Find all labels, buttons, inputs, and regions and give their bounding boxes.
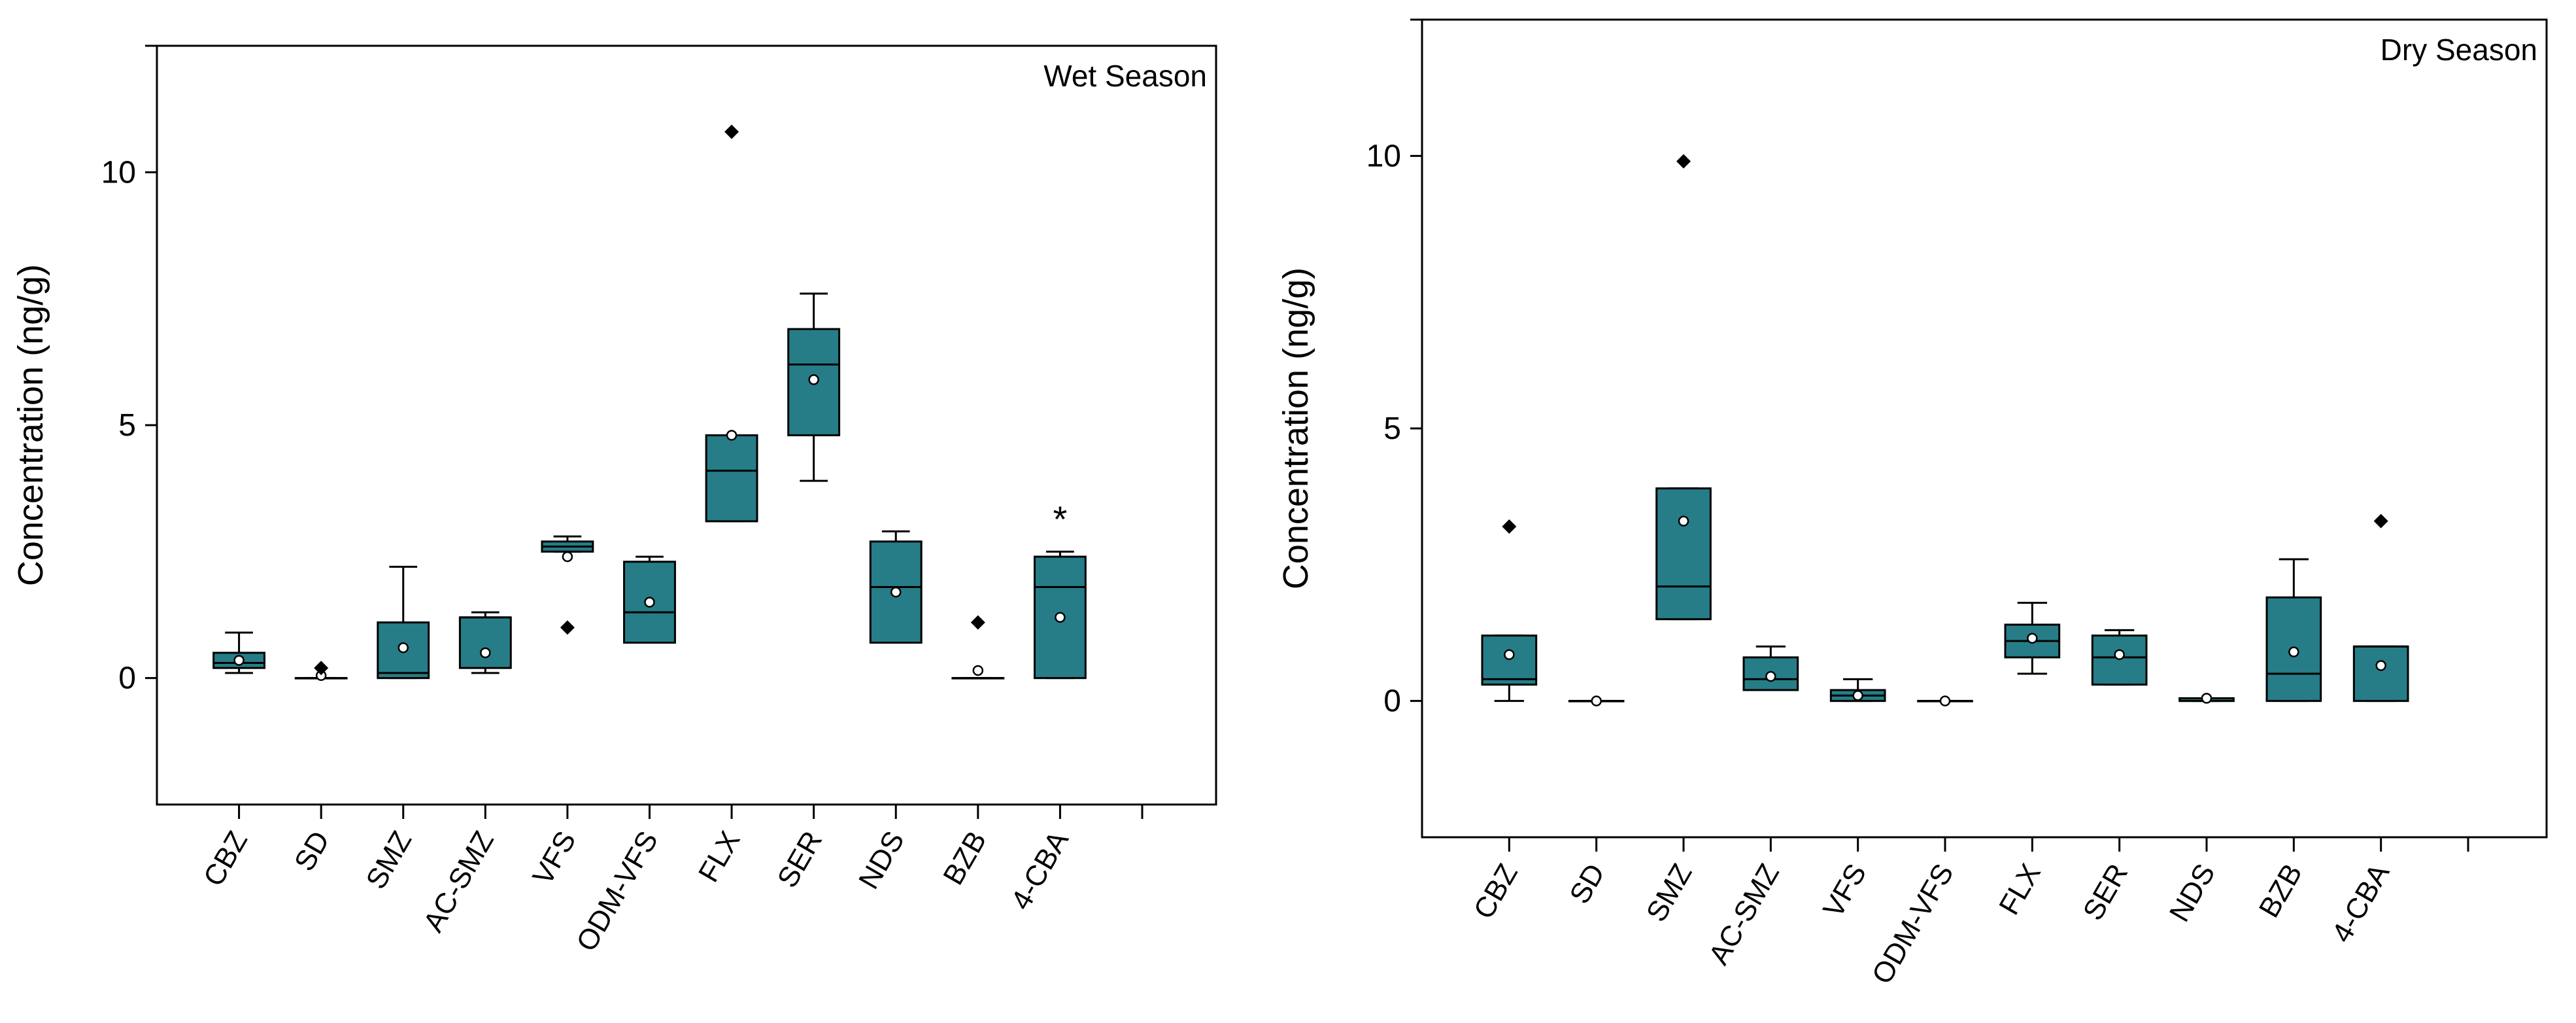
box-mean-marker — [1678, 515, 1689, 527]
box-cbz — [1481, 519, 1538, 702]
x-tick-label-smz: SMZ — [1640, 859, 1699, 928]
x-tick-label-flx: FLX — [692, 826, 747, 888]
box-mean-marker — [1765, 670, 1776, 682]
wet-season-panel: 0 5 10 Concentration (ng/g) Wet Season CBZ SD S… — [11, 44, 1217, 957]
x-tick-label-vfs: VFS — [526, 826, 582, 891]
box-cbz — [212, 631, 266, 674]
x-tick-label-4-cba: 4-CBA — [1005, 825, 1076, 915]
box-ser — [2091, 629, 2148, 686]
box-vfs — [1829, 678, 1886, 702]
x-tick-label-vfs: VFS — [1817, 859, 1873, 924]
x-tick-label-cbz: CBZ — [1468, 859, 1524, 925]
x-tick-label-flx: FLX — [1993, 859, 2047, 920]
box-mean-marker — [2288, 646, 2299, 657]
x-tick-label-odm-vfs: ODM-VFS — [570, 826, 664, 957]
x-tick-label-sd: SD — [1563, 859, 1611, 909]
box-flx — [2004, 602, 2061, 675]
box-mean-marker — [1055, 612, 1066, 623]
box-mean-marker — [2201, 693, 2212, 704]
x-tick-label-ac-smz: AC-SMZ — [417, 826, 500, 938]
box-flx — [705, 124, 758, 523]
outlier-diamond — [2373, 513, 2388, 529]
box-mean-marker — [808, 374, 819, 385]
box-sd — [1568, 695, 1625, 706]
box-iqr — [1655, 487, 1712, 621]
box-mean-marker — [972, 665, 984, 676]
plot-frame — [1421, 18, 2548, 839]
box-mean-marker — [1591, 695, 1602, 706]
box-iqr — [2352, 645, 2409, 702]
box-mean-marker — [562, 551, 573, 563]
box-mean-marker — [398, 642, 409, 653]
x-tick-label-ser: SER — [2077, 859, 2135, 926]
panel-title: Dry Season — [2381, 33, 2537, 67]
box-4-cba — [2352, 513, 2409, 702]
x-tick-label-smz: SMZ — [360, 826, 418, 895]
outlier-star: * — [1053, 498, 1067, 540]
box-mean-marker — [726, 430, 737, 441]
x-tick-label-nds: NDS — [2163, 859, 2222, 928]
box-sd — [294, 661, 348, 682]
box-mean-marker — [233, 655, 245, 666]
outlier-diamond — [1676, 154, 1691, 169]
box-mean-marker — [1504, 649, 1515, 661]
box-iqr — [705, 434, 758, 523]
box-odm-vfs — [1917, 695, 1973, 706]
box-mean-marker — [2027, 633, 2038, 644]
box-nds — [869, 530, 923, 644]
box-iqr — [1742, 656, 1799, 691]
box-4-cba: * — [1033, 498, 1087, 680]
x-tick-label-bzb: BZB — [937, 826, 992, 891]
box-mean-marker — [1939, 695, 1951, 706]
box-nds — [2178, 693, 2235, 704]
box-ac-smz — [458, 611, 512, 674]
y-tick-label: 0 — [1383, 684, 1401, 719]
panel-title: Wet Season — [1043, 59, 1207, 93]
box-mean-marker — [2114, 649, 2125, 661]
outlier-diamond — [970, 615, 985, 630]
x-tick-label-cbz: CBZ — [197, 826, 254, 892]
x-tick-label-bzb: BZB — [2253, 859, 2309, 924]
y-tick-label: 5 — [118, 408, 136, 443]
box-mean-marker — [890, 586, 902, 598]
box-smz — [377, 566, 430, 680]
box-mean-marker — [480, 647, 491, 659]
plot-frame — [156, 44, 1217, 806]
box-smz — [1655, 154, 1712, 621]
box-mean-marker — [644, 597, 655, 608]
dry-season-panel: 0 5 10 Concentration (ng/g) Dry Season CBZ SD S… — [1276, 18, 2548, 990]
x-tick-label-odm-vfs: ODM-VFS — [1866, 859, 1960, 990]
box-odm-vfs — [623, 555, 676, 644]
x-tick-label-ac-smz: AC-SMZ — [1703, 859, 1786, 971]
y-tick-label: 10 — [1366, 139, 1401, 173]
box-iqr — [2091, 634, 2148, 686]
y-tick-label: 0 — [118, 661, 136, 696]
box-bzb — [2265, 558, 2322, 702]
box-ac-smz — [1742, 645, 1799, 691]
box-bzb — [951, 615, 1005, 680]
y-axis-label: Concentration (ng/g) — [11, 264, 50, 586]
outlier-diamond — [314, 661, 329, 676]
box-mean-marker — [1852, 690, 1863, 701]
box-iqr — [458, 616, 512, 669]
x-tick-label-sd: SD — [288, 826, 336, 876]
box-iqr — [1481, 634, 1538, 686]
outlier-diamond — [1502, 519, 1517, 534]
box-ser — [787, 292, 841, 482]
x-tick-label-ser: SER — [771, 826, 829, 893]
box-vfs — [541, 535, 594, 635]
y-axis-label: Concentration (ng/g) — [1276, 268, 1315, 589]
x-tick-label-nds: NDS — [853, 826, 911, 895]
outlier-diamond — [724, 124, 739, 139]
outlier-diamond — [560, 620, 575, 635]
box-mean-marker — [2375, 660, 2386, 671]
y-tick-label: 5 — [1383, 411, 1401, 446]
y-tick-label: 10 — [101, 155, 136, 190]
x-tick-label-4-cba: 4-CBA — [2326, 858, 2396, 948]
